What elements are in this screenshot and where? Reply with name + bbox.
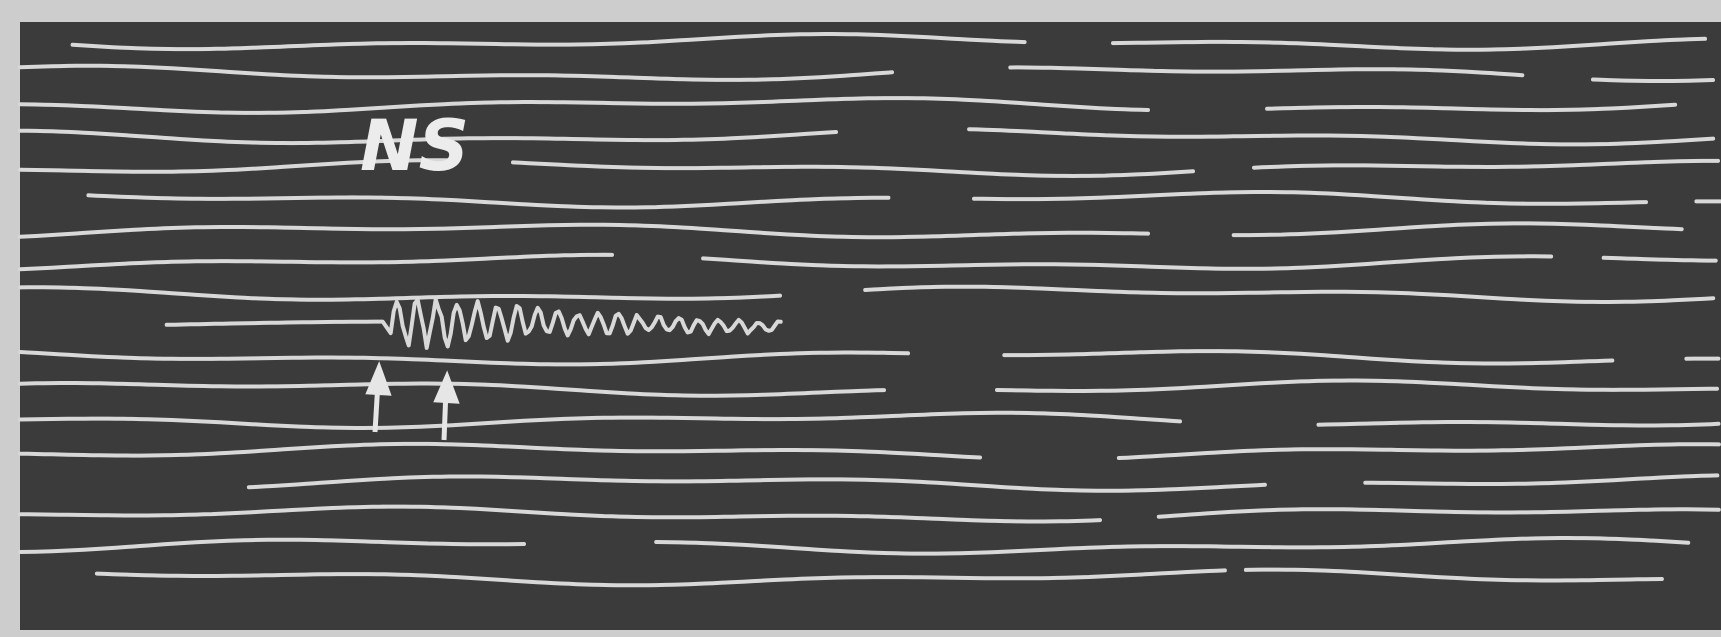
component-label: NS — [360, 105, 469, 187]
seismogram-photo: NS — [0, 0, 1721, 637]
page: NS (() => { const data = JSON.parse(docu… — [0, 0, 1721, 637]
trace-line — [1593, 80, 1713, 82]
